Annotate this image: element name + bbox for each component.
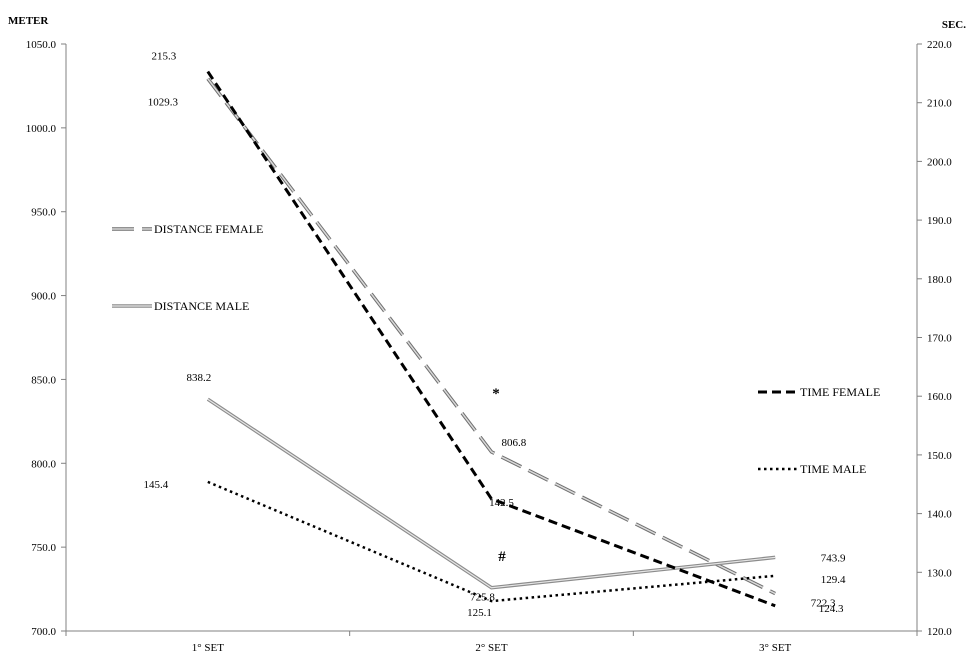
right-axis-title: SEC.: [942, 19, 966, 31]
data-label: 124.3: [819, 603, 844, 615]
data-label: 722.3: [811, 598, 836, 610]
legend-label: DISTANCE MALE: [154, 299, 249, 313]
right-tick-label: 170.0: [927, 333, 952, 345]
left-tick-label: 950.0: [31, 207, 56, 219]
x-tick-label: 1° SET: [192, 642, 224, 654]
data-label: 215.3: [151, 51, 176, 63]
data-label: 145.4: [143, 479, 168, 491]
data-label: 1029.3: [148, 97, 179, 109]
right-tick-label: 130.0: [927, 567, 952, 579]
right-tick-label: 160.0: [927, 391, 952, 403]
data-label: 142.5: [489, 497, 514, 509]
right-tick-label: 210.0: [927, 98, 952, 110]
right-tick-label: 120.0: [927, 626, 952, 638]
right-tick-label: 190.0: [927, 215, 952, 227]
data-label: 838.2: [186, 372, 211, 384]
data-label: 806.8: [502, 437, 527, 449]
series-line-distance-male-inner: [207, 398, 776, 589]
series-line-distance-female-inner: [207, 78, 776, 595]
x-tick-label: 2° SET: [475, 642, 507, 654]
series-time-female: [206, 70, 776, 608]
data-labels-layer: 1029.3 806.8 722.3 838.2 725.8 743.9 215.3 142.…: [143, 51, 846, 619]
data-label: 125.1: [467, 607, 492, 619]
series-distance-female: [206, 77, 776, 596]
significance-marker: *: [492, 386, 500, 402]
x-tick-label: 3° SET: [759, 642, 791, 654]
legend-label: TIME MALE: [800, 462, 866, 476]
left-tick-label: 900.0: [31, 291, 56, 303]
series-line-distance-male: [206, 397, 776, 590]
right-tick-label: 140.0: [927, 509, 952, 521]
legend-item-distance-female: DISTANCE FEMALE: [112, 222, 263, 236]
legend-label: TIME FEMALE: [800, 385, 880, 399]
data-label: 129.4: [821, 574, 846, 586]
data-label: 725.8: [470, 592, 495, 604]
series-line-time-male: [207, 480, 776, 603]
left-tick-label: 850.0: [31, 374, 56, 386]
left-tick-label: 800.0: [31, 458, 56, 470]
legend-item-time-male: TIME MALE: [758, 462, 866, 476]
annotation-layer: *#: [492, 386, 506, 565]
data-label: 743.9: [821, 552, 846, 564]
right-tick-label: 180.0: [927, 274, 952, 286]
axes: METER SEC. 700.0 750.0 800.0 850.0 900.0 950.0 1…: [8, 15, 966, 654]
right-tick-label: 220.0: [927, 39, 952, 51]
right-tick-label: 200.0: [927, 156, 952, 168]
left-axis-title: METER: [8, 15, 49, 27]
series-time-male: [207, 480, 776, 603]
left-tick-label: 750.0: [31, 542, 56, 554]
legend-label: DISTANCE FEMALE: [154, 222, 263, 236]
left-tick-label: 1000.0: [26, 123, 57, 135]
legend-item-time-female: TIME FEMALE: [758, 385, 880, 399]
left-tick-label: 1050.0: [26, 39, 57, 51]
legend-item-distance-male: DISTANCE MALE: [112, 299, 249, 313]
series-layer: [206, 70, 776, 608]
legend-layer: DISTANCE FEMALE DISTANCE MALE TIME FEMALE T…: [112, 222, 880, 476]
series-line-time-female: [206, 70, 776, 608]
left-tick-label: 700.0: [31, 626, 56, 638]
series-distance-male: [206, 397, 776, 590]
right-tick-label: 150.0: [927, 450, 952, 462]
significance-marker: #: [498, 549, 506, 565]
